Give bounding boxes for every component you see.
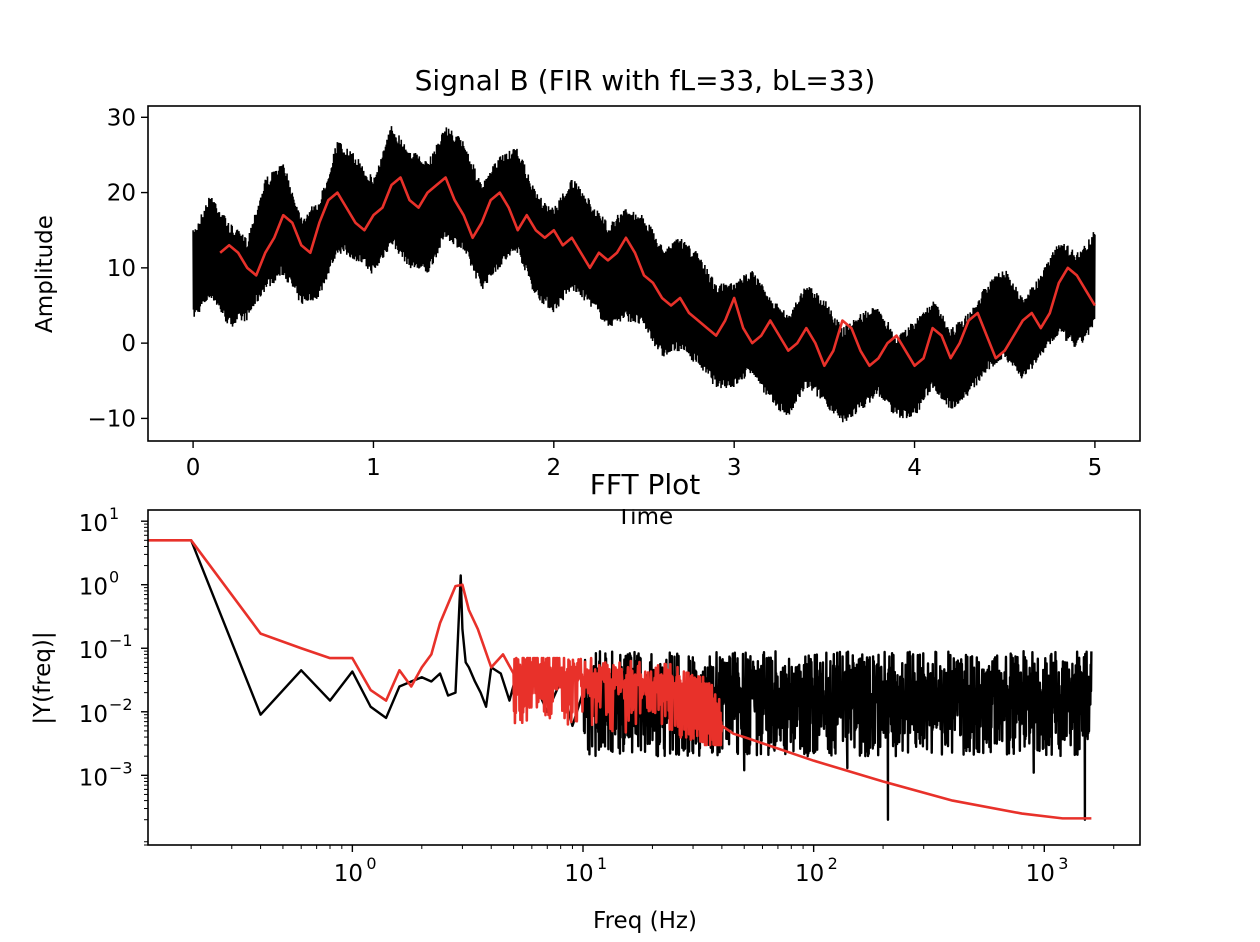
signal-ytick-label: −10 <box>87 406 136 432</box>
fft-lines <box>148 539 1093 821</box>
signal-ytick-label: 30 <box>107 105 136 131</box>
signal-ticks: 0 1 2 3 4 5 −10 0 10 20 30 <box>87 105 1102 481</box>
fft-xtick-exponent: 0 <box>366 854 376 873</box>
signal-xtick-label: 2 <box>546 455 561 481</box>
signal-xtick-label: 1 <box>366 455 381 481</box>
signal-xtick-label: 4 <box>907 455 922 481</box>
fft-xtick-exponent: 3 <box>1058 854 1068 873</box>
signal-ylabel: Amplitude <box>32 215 58 333</box>
title-overlap-mask <box>560 500 730 509</box>
fft-ytick-exponent: 0 <box>109 568 119 587</box>
fft-ytick-exponent: 1 <box>109 504 119 523</box>
fft-subplot: FFT Plot 10 0 10 1 10 2 10 310 −310 −210 −110 010 1 … <box>30 468 1141 934</box>
fft-ytick-label: 10 <box>79 511 108 537</box>
signal-xtick-label: 5 <box>1088 455 1103 481</box>
signal-ytick-label: 0 <box>121 331 136 357</box>
fft-xtick-exponent: 1 <box>597 854 607 873</box>
fft-raw-line <box>148 539 1093 821</box>
signal-xtick-label: 0 <box>186 455 201 481</box>
fft-title: FFT Plot <box>590 468 701 501</box>
fft-ytick-exponent: −3 <box>109 758 133 777</box>
fft-ytick-label: 10 <box>79 702 108 728</box>
fft-ytick-exponent: −1 <box>109 631 133 650</box>
fft-ytick-label: 10 <box>79 765 108 791</box>
signal-axes-frame <box>147 105 1141 442</box>
signal-xtick-label: 3 <box>727 455 742 481</box>
fft-ytick-label: 10 <box>79 575 108 601</box>
signal-plot-area <box>192 126 1097 423</box>
fft-xtick-exponent: 2 <box>828 854 838 873</box>
fft-plot-area <box>148 539 1093 821</box>
fft-ticks: 10 0 10 1 10 2 10 310 −310 −210 −110 010 1 <box>79 504 1115 887</box>
signal-ytick-label: 10 <box>107 256 136 282</box>
fft-filtered-line <box>148 539 1092 820</box>
fft-ytick-exponent: −2 <box>109 695 133 714</box>
signal-title: Signal B (FIR with fL=33, bL=33) <box>415 64 876 97</box>
fft-ytick-label: 10 <box>79 638 108 664</box>
signal-raw-line <box>192 126 1096 423</box>
fft-xtick-label: 10 <box>564 861 593 887</box>
fft-xtick-label: 10 <box>1026 861 1055 887</box>
fft-xlabel: Freq (Hz) <box>593 908 697 934</box>
fft-ylabel: |Y(freq)| <box>30 631 56 724</box>
signal-subplot: Signal B (FIR with fL=33, bL=33) 0 1 2 3 4 5 −… <box>32 64 1141 530</box>
fft-axes-frame <box>147 509 1141 846</box>
signal-ytick-label: 20 <box>107 181 136 207</box>
fft-xtick-label: 10 <box>334 861 363 887</box>
fft-xtick-label: 10 <box>795 861 824 887</box>
signal-filtered-line <box>219 176 1097 368</box>
